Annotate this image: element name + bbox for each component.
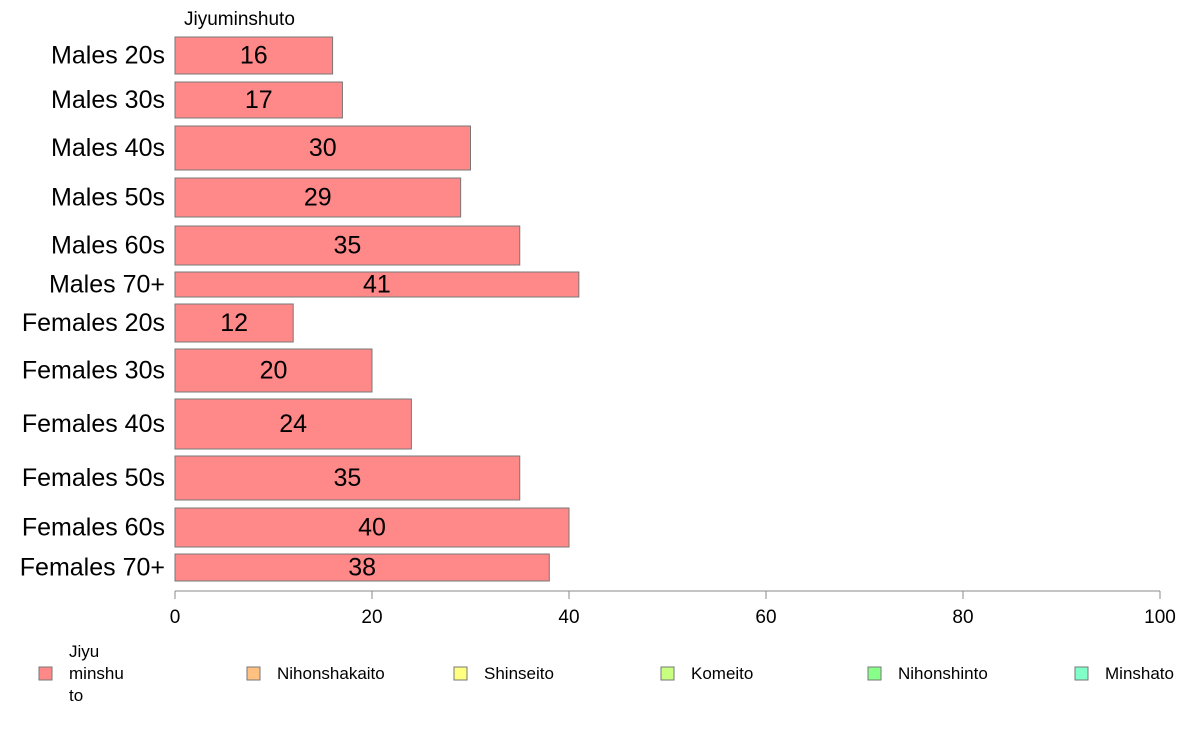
data-label: 40 [358,514,386,542]
legend-swatch [453,666,468,681]
bars-group: Males 20s 16 Males 30s 17 Males 40s 30 Males 5… [20,36,580,582]
legend-label: Shinseito [484,664,554,683]
data-label: 41 [363,271,391,299]
x-tick-label: 80 [952,607,973,628]
category-label: Females 20s [22,309,165,337]
data-label: 38 [348,554,376,582]
bar [174,271,580,298]
data-label: 20 [260,357,288,385]
legend-swatch [867,666,882,681]
x-axis: 0 20 40 60 80 100 [170,590,1176,628]
legend-label: minshu [69,664,124,683]
legend: Jiyu minshu to Nihonshakaito Shinseito Komeit… [38,642,1174,705]
data-label: 35 [333,232,361,260]
series-title: Jiyuminshuto [184,9,295,30]
category-label: Females 30s [22,357,165,385]
data-label: 12 [220,309,248,337]
bar [174,36,334,75]
data-label: 16 [240,42,268,70]
bar [174,225,521,266]
legend-label: Nihonshakaito [277,664,385,683]
category-label: Females 40s [22,410,165,438]
category-label: Males 50s [51,184,165,212]
bar [174,455,521,501]
bar [174,81,343,119]
category-label: Females 60s [22,514,165,542]
legend-label: Komeito [691,664,753,683]
legend-swatch [660,666,675,681]
legend-label: to [69,686,83,705]
x-tick-label: 20 [361,607,382,628]
x-tick-label: 0 [170,607,181,628]
category-label: Females 50s [22,464,165,492]
bar [174,398,412,450]
legend-swatch [246,666,261,681]
bar [174,553,550,582]
bar [174,303,294,343]
legend-label: Nihonshinto [898,664,988,683]
data-label: 24 [279,410,307,438]
bar [174,177,462,218]
category-label: Males 60s [51,232,165,260]
category-label: Males 70+ [49,271,165,299]
category-label: Males 20s [51,42,165,70]
bar [174,348,373,393]
bar [174,125,471,171]
legend-swatch [1074,666,1089,681]
data-label: 29 [304,184,332,212]
legend-label: Minshato [1105,664,1174,683]
bar [174,507,570,548]
category-label: Females 70+ [20,554,165,582]
data-label: 35 [333,464,361,492]
x-tick-label: 60 [755,607,776,628]
category-label: Males 30s [51,86,165,114]
data-label: 30 [309,134,337,162]
legend-swatch [38,666,53,681]
category-label: Males 40s [51,134,165,162]
x-tick-label: 40 [558,607,579,628]
x-tick-label: 100 [1144,607,1176,628]
data-label: 17 [245,86,273,114]
legend-label: Jiyu [69,642,99,661]
